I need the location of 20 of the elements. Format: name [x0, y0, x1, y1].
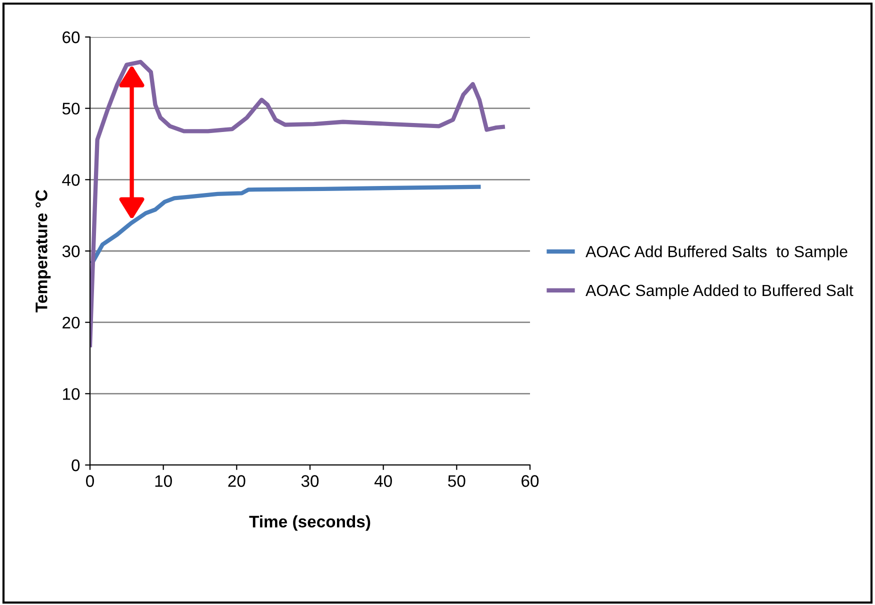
legend-label: AOAC Add Buffered Salts to Sample	[586, 246, 848, 260]
y-tick-label: 20	[62, 316, 80, 329]
x-tick-label: 30	[301, 475, 319, 487]
legend-label: AOAC Sample Added to Buffered Salt	[586, 284, 854, 300]
line-series	[90, 184, 481, 264]
line-series	[90, 60, 505, 348]
x-tick-label: 60	[522, 475, 539, 487]
y-tick-label: 0	[72, 459, 80, 472]
x-axis-title: Time (seconds)	[249, 515, 370, 531]
y-axis-title: Temperature °C	[36, 190, 51, 312]
x-tick-label: 0	[86, 475, 94, 487]
x-tick-label: 20	[228, 475, 246, 487]
x-tick-label: 40	[374, 475, 392, 487]
x-tick-label: 50	[448, 475, 466, 487]
y-tick-label: 10	[63, 388, 80, 400]
y-tick-label: 30	[62, 245, 80, 258]
y-tick-label: 60	[62, 31, 80, 44]
y-tick-label: 40	[62, 174, 80, 186]
y-tick-label: 50	[62, 102, 80, 115]
x-tick-label: 10	[155, 475, 172, 487]
